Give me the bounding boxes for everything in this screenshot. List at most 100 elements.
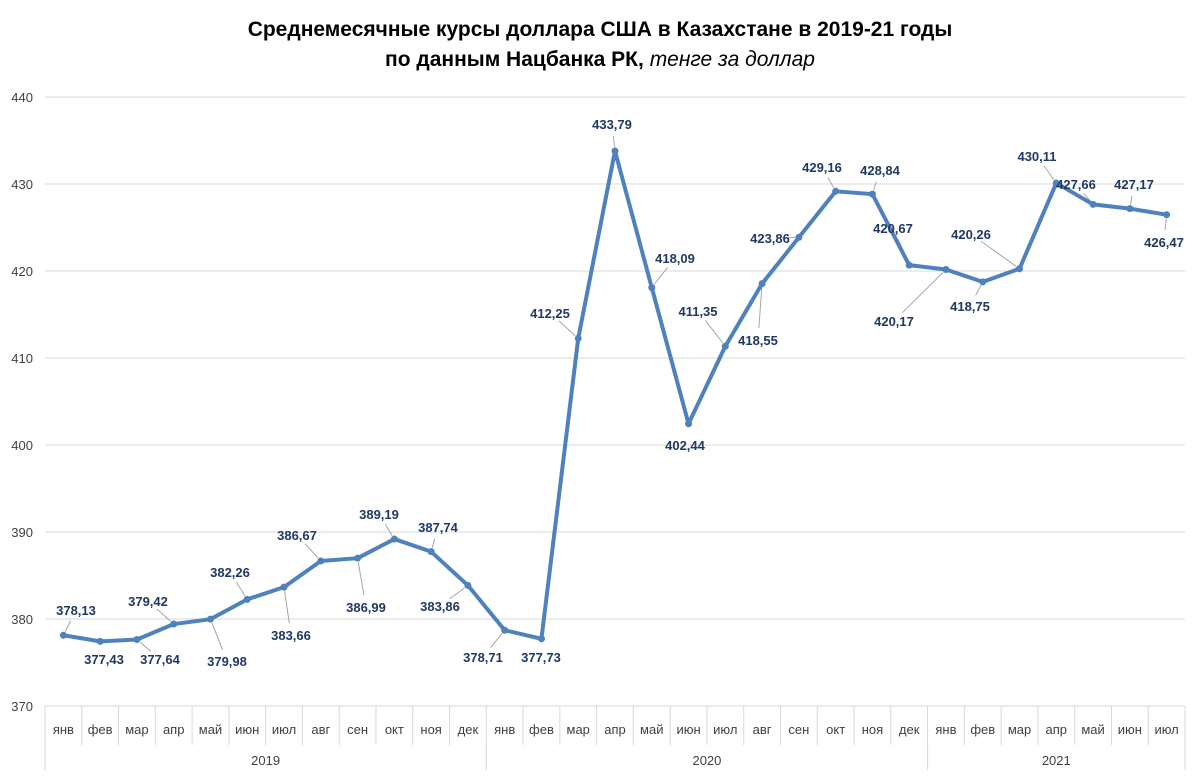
data-point [611,147,619,155]
leader-line [449,587,465,600]
data-label: 412,25 [530,306,570,321]
data-point [1163,211,1171,219]
data-point [59,631,67,639]
leader-line [827,177,835,189]
data-label: 377,73 [521,650,561,665]
x-tick-label: авг [311,722,330,737]
leader-line [156,608,172,622]
y-tick-label: 370 [11,699,33,714]
chart-title-units: тенге за доллар [649,48,815,71]
year-label: 2019 [251,753,280,768]
data-point [280,583,288,591]
data-point [537,635,545,643]
x-tick-label: июн [1118,722,1142,737]
data-point [133,636,141,644]
data-label: 430,11 [1017,149,1056,164]
data-label: 402,44 [665,438,706,453]
data-point [832,187,840,195]
x-tick-label: мар [1008,722,1031,737]
x-tick-label: мар [567,722,590,737]
data-label: 386,67 [277,528,317,543]
data-label: 418,75 [950,299,990,314]
leader-line [284,591,290,624]
data-label: 379,98 [207,654,247,669]
data-label: 378,71 [463,650,503,665]
leader-line [653,267,668,285]
y-tick-label: 410 [11,351,33,366]
chart-title-line1: Среднемесячные курсы доллара США в Казах… [247,18,953,41]
data-label: 420,17 [874,314,914,329]
year-label: 2021 [1042,753,1071,768]
x-tick-label: фев [88,722,113,737]
data-point [685,420,693,428]
data-point [243,595,251,603]
leader-line [902,271,944,313]
data-point [1089,200,1097,208]
leader-line [490,633,503,648]
data-label: 382,26 [210,565,250,580]
leader-line [1043,165,1055,181]
leader-line [431,538,436,548]
x-tick-label: май [1081,722,1104,737]
data-label: 377,43 [84,652,124,667]
data-label: 428,84 [860,163,901,178]
data-label: 420,26 [951,227,991,242]
data-point [758,280,766,288]
x-tick-label: июл [1154,722,1178,737]
data-point [354,554,362,562]
x-tick-label: июл [272,722,296,737]
data-point [1126,205,1134,213]
data-label: 427,66 [1056,177,1096,192]
x-tick-label: окт [826,722,845,737]
x-tick-label: янв [53,722,74,737]
y-tick-label: 420 [11,264,33,279]
data-point [942,266,950,274]
data-point [648,284,656,292]
leader-line [1130,195,1133,205]
data-label: 423,86 [750,231,790,246]
data-label: 377,64 [140,652,181,667]
data-point [96,637,104,645]
x-tick-label: июл [713,722,737,737]
leader-line [357,562,365,596]
data-label: 389,19 [359,507,399,522]
x-tick-label: июн [676,722,700,737]
x-tick-label: дек [458,722,479,737]
leader-line [64,620,72,632]
x-tick-label: апр [604,722,626,737]
x-tick-label: ноя [420,722,441,737]
data-label: 383,86 [420,599,460,614]
data-label: 429,16 [802,160,842,175]
leader-line [980,240,1017,267]
leader-line [612,135,616,148]
data-point [868,190,876,198]
data-point [905,261,913,269]
data-point [501,626,509,634]
leader-line [384,523,393,536]
y-tick-label: 380 [11,612,33,627]
y-tick-label: 430 [11,177,33,192]
x-tick-label: апр [163,722,185,737]
data-point [979,278,987,286]
x-tick-label: авг [753,722,772,737]
data-label: 427,17 [1114,177,1154,192]
x-tick-label: май [640,722,663,737]
data-label: 420,67 [873,221,913,236]
data-label: 411,35 [678,304,717,319]
data-label: 418,09 [655,251,695,266]
data-point [427,548,435,556]
leader-line [873,181,877,191]
data-label: 378,13 [56,603,96,618]
x-tick-label: мар [125,722,148,737]
x-tick-label: янв [935,722,956,737]
leader-line [975,285,982,296]
leader-line [558,320,576,337]
data-point [170,620,178,628]
data-point [390,535,398,543]
x-tick-label: апр [1046,722,1068,737]
data-label: 426,47 [1144,235,1184,250]
x-tick-label: фев [970,722,995,737]
leader-line [235,581,246,597]
data-point [721,342,729,350]
